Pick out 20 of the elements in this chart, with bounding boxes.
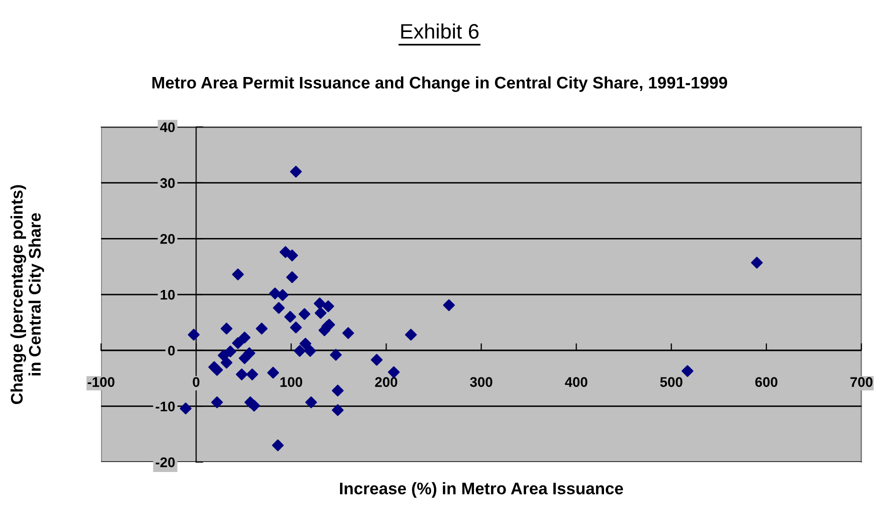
y-tick-label: -10 — [156, 402, 175, 412]
x-tick-label: 400 — [564, 377, 588, 387]
x-tick-label: 100 — [280, 377, 302, 387]
y-axis-title: Change (percentage points) in Central City Share — [10, 185, 44, 404]
y-tick-label: 10 — [160, 290, 175, 300]
chart-title: Exhibit 6 — [401, 23, 479, 39]
x-axis-title: Increase (%) in Metro Area Issuance — [340, 482, 624, 498]
x-tick-label: 0 — [192, 377, 200, 387]
chart-subtitle: Metro Area Permit Issuance and Change in Central City Share, 1991-1999 — [152, 76, 728, 92]
x-tick-label: 700 — [850, 377, 872, 387]
x-tick-label: 500 — [660, 377, 682, 387]
y-tick-label: 30 — [160, 178, 175, 188]
x-tick-label: 200 — [375, 377, 398, 387]
y-tick-label: 20 — [160, 234, 175, 244]
x-tick-label: 600 — [755, 377, 778, 387]
x-tick-label: 300 — [470, 377, 492, 387]
y-tick-label: 0 — [168, 346, 175, 356]
y-tick-label: -20 — [156, 457, 175, 468]
x-tick-label: -100 — [88, 377, 114, 387]
y-tick-label: 40 — [160, 122, 175, 132]
